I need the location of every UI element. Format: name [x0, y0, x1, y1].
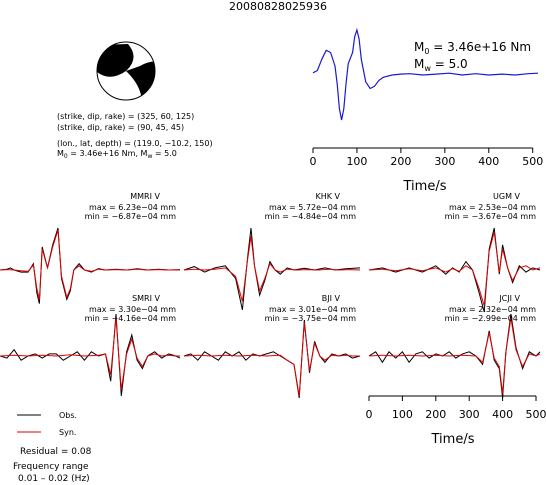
max-amplitude-label: max = 6.23e−04 mm: [89, 203, 176, 212]
stf-tick-label: 100: [346, 155, 367, 168]
stf-tick-label: 500: [522, 155, 543, 168]
waveform-tick-label: 0: [366, 408, 373, 421]
waveform-line: [0, 227, 181, 304]
stf-x-label: Time/s: [403, 179, 447, 194]
waveform-line: [0, 229, 180, 300]
waveform-tick-label: 500: [525, 408, 546, 421]
min-amplitude-label: min = −4.84e−04 mm: [265, 212, 357, 221]
waveform-line: [183, 227, 361, 311]
waveform-line: [183, 320, 361, 399]
waveform-line: [0, 313, 181, 396]
max-amplitude-label: max = 3.01e−04 mm: [269, 305, 356, 314]
waveform-tick-label: 100: [392, 408, 413, 421]
residual-label: Residual = 0.08: [20, 447, 92, 457]
waveform-line: [368, 318, 541, 394]
waveform-line: [183, 236, 361, 302]
station-label: SMRI V: [132, 294, 160, 303]
stf-tick-label: 400: [478, 155, 499, 168]
stf-x-axis: 0 100 200 300 400 500: [310, 147, 543, 168]
min-amplitude-label: min = −3.67e−04 mm: [445, 212, 537, 221]
focal-mechanism-beachball: [96, 41, 156, 101]
waveform-line: [368, 232, 541, 306]
station-label: MMRI V: [130, 192, 160, 201]
max-amplitude-label: max = 3.30e−04 mm: [89, 305, 176, 314]
max-amplitude-label: max = 2.53e−04 mm: [449, 203, 536, 212]
stf-tick-label: 300: [434, 155, 455, 168]
mechanism-plane1: (strike, dip, rake) = (325, 60, 125): [57, 112, 194, 121]
waveform-x-label: Time/s: [431, 432, 475, 447]
waveform-tick-label: 200: [425, 408, 446, 421]
station-label: KHK V: [315, 192, 340, 201]
mechanism-plane2: (strike, dip, rake) = (90, 45, 45): [57, 123, 184, 132]
stf-tick-label: 200: [390, 155, 411, 168]
max-amplitude-label: max = 5.72e−04 mm: [269, 203, 356, 212]
station-label: BJI V: [322, 294, 341, 303]
legend-obs-label: Obs.: [59, 411, 77, 420]
waveform-line: [183, 322, 360, 396]
mechanism-moment: M0 = 3.46e+16 Nm, Mw = 5.0: [57, 149, 177, 160]
stf-m0-label: M0 = 3.46e+16 Nm: [414, 40, 531, 56]
mechanism-location: (lon., lat, depth) = (119.0, −10.2, 150): [57, 139, 213, 148]
waveform-x-axis: 0 100 200 300 400 500: [366, 395, 546, 421]
frequency-range-title: Frequency range: [13, 462, 89, 472]
stf-tick-label: 0: [310, 155, 317, 168]
min-amplitude-label: min = −2.99e−04 mm: [445, 314, 537, 323]
station-label: JCJI V: [498, 294, 520, 303]
frequency-range-value: 0.01 – 0.02 (Hz): [18, 474, 90, 484]
source-time-function-plot: 0 100 200 300 400 500 M0 = 3.46e+16 Nm Mw = 5…: [310, 27, 543, 194]
min-amplitude-label: min = −4.16e−04 mm: [85, 314, 177, 323]
min-amplitude-label: min = −6.87e−04 mm: [85, 212, 177, 221]
legend-syn-label: Syn.: [59, 428, 76, 437]
waveform-line: [368, 313, 541, 399]
legend: Obs. Syn. Residual = 0.08 Frequency rang…: [13, 411, 92, 484]
figure-title: 20080828025936: [229, 0, 327, 13]
waveform-tick-label: 400: [492, 408, 513, 421]
waveform-line: [0, 318, 180, 390]
min-amplitude-label: min = −3.75e−04 mm: [265, 314, 357, 323]
waveform-tick-label: 300: [459, 408, 480, 421]
max-amplitude-label: max = 2.32e−04 mm: [449, 305, 536, 314]
station-label: UGM V: [493, 192, 521, 201]
stf-mw-label: Mw = 5.0: [414, 57, 468, 73]
stf-series-line: [312, 27, 539, 121]
stf-lines: [312, 27, 539, 121]
